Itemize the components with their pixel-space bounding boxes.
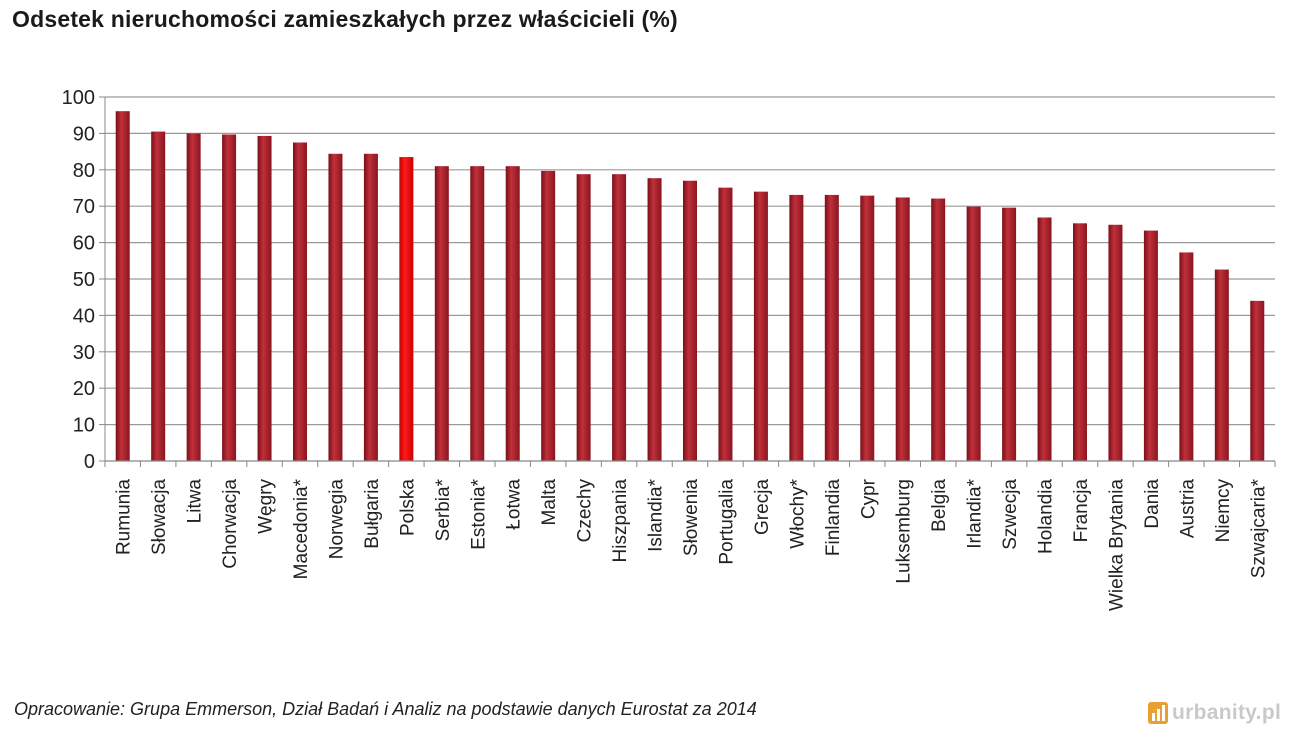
x-tick-label: Węgry (256, 479, 277, 534)
bar-czechy (576, 174, 591, 461)
bar-hiszpania (612, 174, 627, 461)
logo-mark-icon (1148, 702, 1168, 724)
bar-niemcy (1214, 269, 1229, 461)
source-note: Opracowanie: Grupa Emmerson, Dział Badań… (14, 699, 757, 719)
bar-szwajcaria (1250, 300, 1265, 461)
bar-słowenia (683, 180, 697, 461)
bar-dania (1143, 230, 1158, 461)
bar-islandia (647, 178, 662, 461)
bar-estonia (470, 166, 485, 461)
y-tick-label: 20 (73, 378, 95, 400)
bar-francja (1073, 223, 1087, 461)
x-tick-label: Belgia (929, 479, 950, 532)
bar-luksemburg (895, 197, 910, 462)
bar-finlandia (824, 194, 839, 461)
x-tick-label: Szwecja (1000, 479, 1021, 550)
logo-text: urbanity.pl (1172, 701, 1282, 724)
x-tick-label: Bułgaria (362, 479, 383, 549)
bar-serbia (434, 166, 449, 461)
x-tick-label: Cypr (858, 478, 879, 519)
bar-malta (541, 170, 556, 461)
y-tick-label: 100 (62, 87, 95, 109)
y-tick-label: 30 (73, 342, 95, 364)
bar-polska (399, 157, 414, 461)
bar-węgry (257, 135, 272, 461)
x-tick-label: Słowacja (149, 479, 170, 555)
bar-włochy (789, 194, 804, 461)
bar-bułgaria (363, 153, 378, 461)
bar-wielka-brytania (1108, 224, 1123, 461)
bar-cypr (860, 195, 875, 462)
x-tick-label: Malta (539, 479, 560, 526)
bar-grecja (753, 191, 768, 461)
x-tick-label: Polska (397, 479, 418, 536)
bar-chorwacja (222, 134, 237, 461)
x-tick-label: Macedonia* (291, 478, 312, 579)
bar-słowacja (151, 131, 166, 461)
bar-irlandia (966, 206, 981, 461)
bar-macedonia (293, 142, 307, 461)
bar-chart: 0 10 20 30 40 50 60 70 80 90 100 Rumunia Słowacja Li… (62, 87, 1276, 611)
x-tick-label: Finlandia (823, 479, 844, 557)
y-tick-label: 10 (73, 415, 95, 437)
bar-litwa (186, 133, 201, 461)
x-tick-label: Czechy (575, 479, 596, 543)
bar-łotwa (505, 166, 520, 461)
bar-norwegia (328, 153, 343, 461)
x-tick-label: Hiszpania (610, 479, 631, 563)
logo: urbanity.pl (1148, 700, 1281, 726)
x-tick-label: Grecja (752, 479, 773, 535)
y-tick-label: 50 (73, 269, 95, 291)
y-tick-label: 80 (73, 160, 95, 182)
x-tick-label: Litwa (185, 479, 206, 524)
bar-holandia (1037, 217, 1052, 461)
y-tick-label: 40 (73, 305, 95, 327)
x-tick-label: Islandia* (646, 478, 667, 551)
x-tick-label: Austria (1177, 479, 1198, 539)
x-tick-label: Francja (1071, 479, 1092, 543)
bar-rumunia (115, 111, 130, 462)
y-tick-label: 60 (73, 233, 95, 255)
y-axis-ticks: 0 10 20 30 40 50 60 70 80 90 100 (62, 87, 106, 473)
y-tick-label: 70 (73, 196, 95, 218)
bar-szwecja (1002, 207, 1017, 461)
x-tick-label: Norwegia (326, 479, 347, 560)
x-tick-label: Wielka Brytania (1106, 479, 1127, 611)
bar-belgia (931, 198, 946, 461)
x-tick-label: Łotwa (504, 479, 525, 530)
chart-title: Odsetek nieruchomości zamieszkałych prze… (12, 6, 678, 32)
x-tick-label: Niemcy (1213, 479, 1234, 543)
x-tick-label: Chorwacja (220, 479, 241, 569)
x-tick-label: Irlandia* (965, 478, 986, 548)
bar-austria (1179, 252, 1194, 461)
x-tick-label: Estonia* (468, 478, 489, 549)
x-tick-label: Szwajcaria* (1248, 478, 1269, 578)
x-tick-label: Serbia* (433, 478, 454, 541)
x-tick-label: Portugalia (716, 479, 737, 565)
x-axis-labels: Rumunia Słowacja Litwa Chorwacja Węgry Macedo… (104, 461, 1276, 611)
x-tick-label: Włochy* (787, 478, 808, 548)
x-tick-label: Holandia (1036, 479, 1057, 554)
x-tick-label: Rumunia (114, 479, 135, 555)
x-tick-label: Luksemburg (894, 479, 915, 584)
x-tick-label: Słowenia (681, 479, 702, 557)
x-tick-label: Dania (1142, 479, 1163, 529)
y-tick-label: 0 (84, 451, 95, 473)
bar-portugalia (718, 187, 733, 462)
bars (115, 111, 1265, 462)
y-tick-label: 90 (73, 123, 95, 145)
